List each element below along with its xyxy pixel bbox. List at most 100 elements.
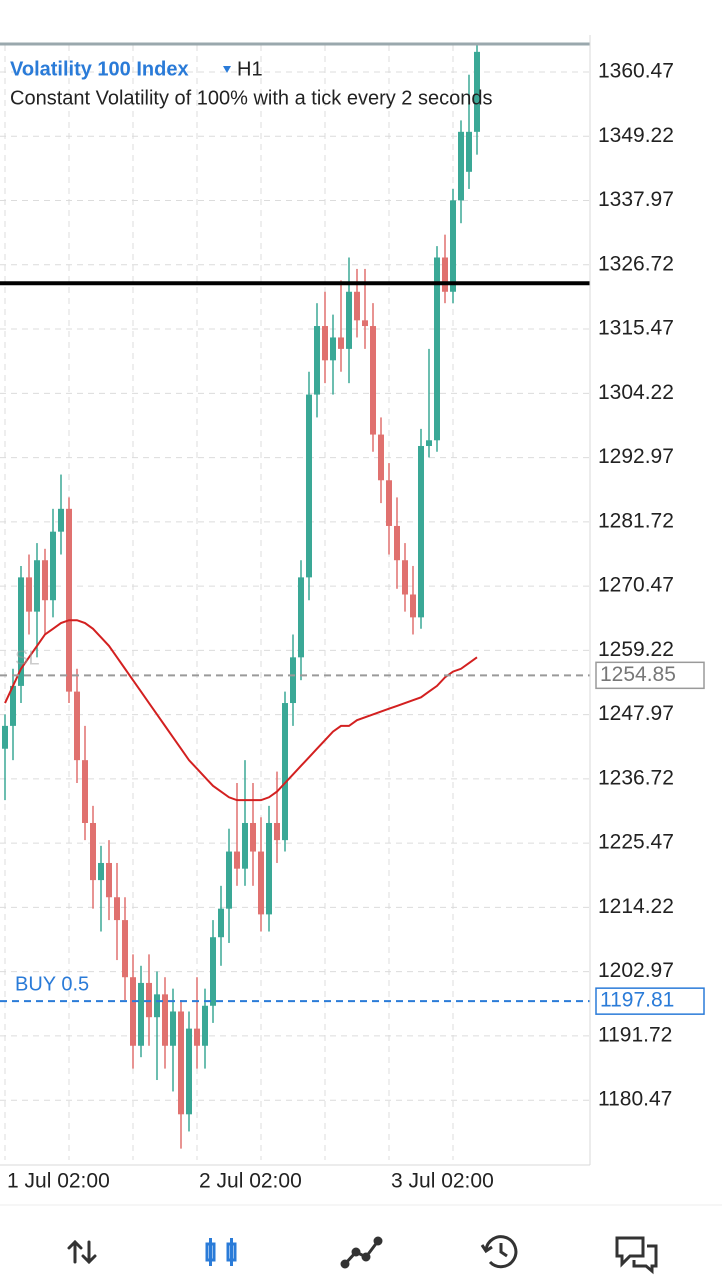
y-tick-label: 1349.22 bbox=[598, 124, 674, 147]
candle-body bbox=[394, 525, 400, 561]
x-tick-label: 3 Jul 02:00 bbox=[391, 1170, 494, 1193]
candle-body bbox=[58, 508, 64, 532]
candle-body bbox=[130, 977, 136, 1046]
candle-body bbox=[10, 685, 16, 726]
candle-body bbox=[122, 920, 128, 978]
candle-body bbox=[138, 982, 144, 1046]
candle-body bbox=[402, 560, 408, 595]
candle-body bbox=[146, 982, 152, 1018]
candle-body bbox=[210, 937, 216, 1006]
x-tick-label: 2 Jul 02:00 bbox=[199, 1170, 302, 1193]
candle-body bbox=[114, 897, 120, 921]
candle-body bbox=[386, 480, 392, 526]
axis-labels: 1180.47 1191.72 1202.97 1214.22 1225.47 1236.… bbox=[7, 60, 705, 1193]
candle-body bbox=[42, 560, 48, 601]
candle-body bbox=[2, 725, 8, 749]
candle-body bbox=[154, 994, 160, 1018]
y-tick-label: 1214.22 bbox=[598, 895, 674, 918]
candle-body bbox=[258, 851, 264, 915]
symbol-dropdown[interactable] bbox=[223, 66, 231, 73]
candle-body bbox=[162, 994, 168, 1046]
candle-body bbox=[370, 326, 376, 435]
chart-icon[interactable] bbox=[205, 1238, 237, 1266]
level-value: 1254.85 bbox=[600, 663, 676, 686]
candle-body bbox=[466, 131, 472, 172]
candle-body bbox=[450, 200, 456, 292]
candle-body bbox=[346, 291, 352, 349]
level-label: SL bbox=[15, 648, 39, 670]
y-tick-label: 1236.72 bbox=[598, 766, 674, 789]
candle-body bbox=[354, 291, 360, 321]
candle-body bbox=[266, 822, 272, 915]
level-value: 1197.81 bbox=[600, 989, 674, 1012]
candle-body bbox=[314, 326, 320, 395]
candle-body bbox=[338, 337, 344, 349]
y-tick-label: 1259.22 bbox=[598, 638, 674, 661]
candle-body bbox=[66, 508, 72, 692]
candle-body bbox=[106, 862, 112, 898]
candle-body bbox=[18, 577, 24, 686]
candle-body bbox=[426, 440, 432, 446]
candle-body bbox=[250, 822, 256, 852]
y-tick-label: 1360.47 bbox=[598, 60, 674, 83]
y-tick-label: 1202.97 bbox=[598, 959, 674, 982]
symbol-name[interactable]: Volatility 100 Index bbox=[10, 58, 189, 80]
y-tick-label: 1225.47 bbox=[598, 831, 674, 854]
plot-area bbox=[0, 45, 590, 1149]
level-value-box bbox=[595, 661, 705, 690]
candle-body bbox=[178, 1011, 184, 1115]
y-tick-label: 1304.22 bbox=[598, 381, 674, 404]
candle-body bbox=[330, 337, 336, 361]
level-label: BUY 0.5 bbox=[15, 973, 89, 995]
candle-body bbox=[322, 326, 328, 361]
y-tick-label: 1292.97 bbox=[598, 445, 674, 468]
candle-body bbox=[418, 445, 424, 618]
y-tick-label: 1315.47 bbox=[598, 317, 674, 340]
level-value-box bbox=[595, 987, 705, 1015]
y-tick-label: 1247.97 bbox=[598, 702, 674, 725]
x-tick-label: 1 Jul 02:00 bbox=[7, 1170, 110, 1193]
candle-body bbox=[90, 822, 96, 881]
candle-body bbox=[170, 1011, 176, 1046]
candle-body bbox=[458, 131, 464, 201]
quotes-icon[interactable] bbox=[340, 1236, 383, 1269]
y-tick-label: 1281.72 bbox=[598, 509, 674, 532]
y-tick-label: 1270.47 bbox=[598, 574, 674, 597]
candle-body bbox=[378, 434, 384, 481]
candle-body bbox=[74, 691, 80, 761]
candle-body bbox=[34, 560, 40, 612]
candle-body bbox=[186, 1028, 192, 1115]
y-tick-label: 1337.97 bbox=[598, 188, 674, 211]
candle-body bbox=[474, 51, 480, 132]
y-tick-label: 1180.47 bbox=[598, 1088, 672, 1111]
history-icon[interactable] bbox=[480, 1235, 518, 1269]
candle-body bbox=[26, 577, 32, 612]
candle-body bbox=[226, 851, 232, 909]
candle-body bbox=[274, 822, 280, 841]
messages-icon[interactable] bbox=[615, 1236, 658, 1275]
candle-body bbox=[50, 531, 56, 601]
candle-body bbox=[306, 394, 312, 578]
candle-body bbox=[194, 1028, 200, 1046]
candle-body bbox=[234, 851, 240, 869]
candle-body bbox=[434, 257, 440, 441]
candle-body bbox=[362, 320, 368, 327]
candle-body bbox=[98, 862, 104, 881]
y-tick-label: 1191.72 bbox=[598, 1023, 672, 1046]
candle-body bbox=[298, 577, 304, 658]
candle-body bbox=[410, 594, 416, 618]
symbol-description: Constant Volatility of 100% with a tick … bbox=[10, 87, 492, 109]
timeframe[interactable]: H1 bbox=[237, 58, 263, 80]
candle-body bbox=[82, 760, 88, 823]
candle-body bbox=[202, 1005, 208, 1046]
candle-body bbox=[290, 657, 296, 704]
candle-body bbox=[442, 257, 448, 292]
trade-icon[interactable] bbox=[67, 1239, 97, 1265]
moving-average bbox=[4, 619, 478, 802]
candle-body bbox=[218, 908, 224, 938]
candle-body bbox=[242, 822, 248, 869]
y-tick-label: 1326.72 bbox=[598, 252, 674, 275]
candle-body bbox=[282, 703, 288, 841]
